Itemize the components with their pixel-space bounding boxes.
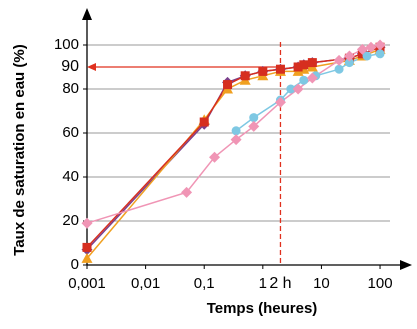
point: [274, 96, 286, 108]
y-axis-label: Taux de saturation en eau (%): [11, 44, 28, 255]
x-axis-label: Temps (heures): [207, 300, 318, 317]
point: [375, 49, 385, 59]
point: [333, 54, 345, 66]
point: [248, 120, 260, 132]
point: [275, 64, 285, 74]
annotation-arrow-head: [87, 63, 96, 71]
point: [334, 64, 344, 74]
annotation-label: 90: [61, 58, 79, 75]
y-tick-label: 0: [71, 256, 79, 273]
point: [307, 58, 317, 68]
point: [81, 217, 93, 229]
point: [344, 58, 354, 68]
x-axis-arrow: [400, 260, 412, 270]
point: [343, 50, 355, 62]
point: [356, 43, 368, 55]
x-tick-label: 100: [368, 275, 393, 292]
x-tick-label: 1: [259, 275, 267, 292]
y-tick-label: 80: [62, 80, 79, 97]
y-tick-label: 100: [54, 36, 79, 53]
y-tick-label: 60: [62, 124, 79, 141]
annotation-bg: [268, 275, 293, 293]
annotation-label: 2 h: [269, 275, 291, 292]
point: [362, 51, 372, 61]
point: [82, 242, 92, 252]
point: [299, 60, 309, 70]
point: [249, 113, 259, 123]
point: [374, 39, 386, 51]
y-tick-label: 40: [62, 168, 79, 185]
series-line: [86, 46, 381, 251]
x-tick-label: 0,01: [131, 275, 160, 292]
series-line: [86, 46, 381, 248]
x-tick-label: 0,1: [194, 275, 215, 292]
point: [286, 84, 296, 94]
point: [231, 126, 241, 136]
y-axis-arrow: [82, 8, 92, 20]
point: [81, 252, 93, 263]
point: [181, 186, 193, 198]
point: [293, 62, 303, 72]
point: [292, 83, 304, 95]
x-tick-label: 10: [313, 275, 330, 292]
point: [240, 71, 250, 81]
point: [299, 75, 309, 85]
point: [209, 151, 221, 163]
x-tick-label: 0,001: [68, 275, 106, 292]
point: [230, 134, 242, 146]
point: [365, 41, 377, 53]
y-tick-label: 20: [62, 212, 79, 229]
point: [199, 117, 209, 127]
point: [223, 80, 233, 90]
point: [306, 72, 318, 84]
point: [258, 66, 268, 76]
